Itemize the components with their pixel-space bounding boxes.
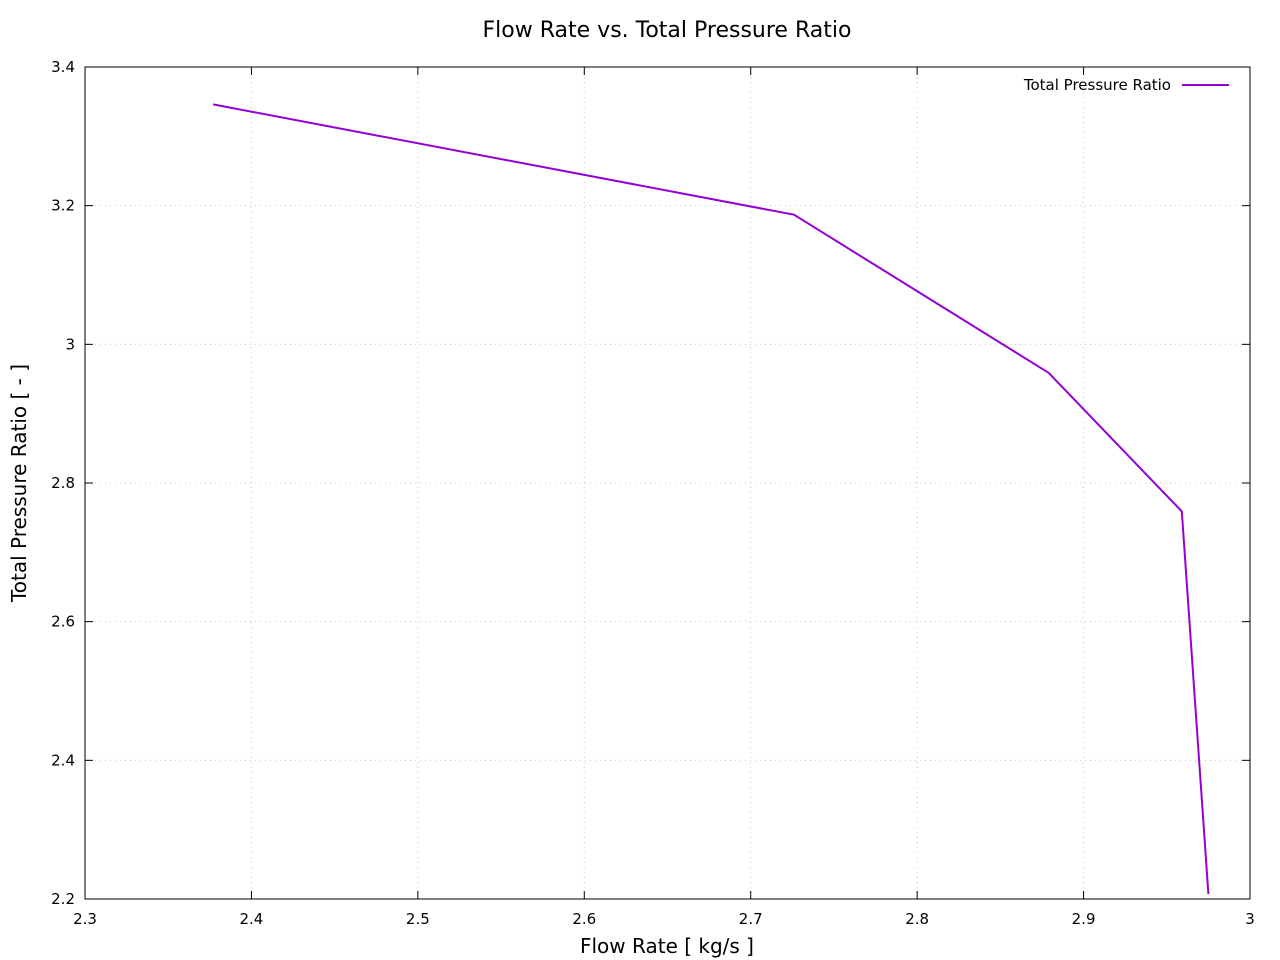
plot-frame [84, 66, 1251, 900]
legend: Total Pressure Ratio [1023, 76, 1229, 94]
series-layer [212, 103, 1210, 895]
chart-title: Flow Rate vs. Total Pressure Ratio [483, 18, 852, 43]
y-tick-label: 2.2 [51, 890, 75, 908]
y-tick-label: 3 [65, 335, 75, 353]
y-tick-label: 3.4 [51, 58, 75, 76]
y-tick-label: 2.4 [51, 751, 75, 769]
y-axis-label: Total Pressure Ratio [ - ] [7, 364, 31, 603]
tick-layer: 2.3 2.4 2.5 2.6 2.7 2.8 2.9 3 2.2 2.4 2.6 2.8 3 3.2 3.… [51, 58, 1255, 928]
y-tick-label: 2.8 [51, 474, 75, 492]
y-tick-label: 2.6 [51, 613, 75, 631]
x-tick-label: 2.5 [406, 910, 430, 928]
legend-label: Total Pressure Ratio [1023, 76, 1171, 94]
x-tick-label: 2.3 [73, 910, 97, 928]
x-tick-label: 2.6 [572, 910, 596, 928]
x-axis-label: Flow Rate [ kg/s ] [580, 934, 754, 958]
x-tick-label: 3 [1245, 910, 1255, 928]
y-tick-label: 3.2 [51, 197, 75, 215]
x-tick-label: 2.9 [1072, 910, 1096, 928]
x-tick-label: 2.7 [739, 910, 763, 928]
grid-layer [85, 67, 1250, 899]
x-tick-label: 2.4 [239, 910, 263, 928]
x-tick-label: 2.8 [905, 910, 929, 928]
